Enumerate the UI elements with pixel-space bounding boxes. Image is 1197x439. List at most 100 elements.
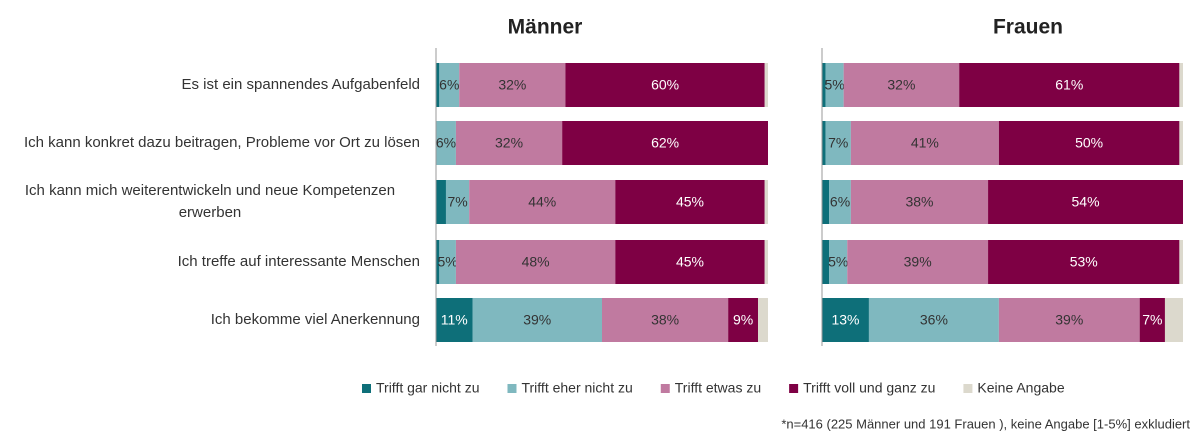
value-label: 44% <box>528 194 556 210</box>
bar-segment <box>1179 240 1183 284</box>
legend-label: Keine Angabe <box>977 380 1064 396</box>
bar-segment <box>822 63 826 107</box>
bar-segment <box>998 298 1140 342</box>
bar-segment <box>988 180 1183 224</box>
bar-segment <box>829 240 848 284</box>
value-label: 5% <box>825 77 845 93</box>
category-label-box: Es ist ein spannendes Aufgabenfeld <box>0 60 420 110</box>
bar-segment <box>764 240 768 284</box>
value-label: 61% <box>1055 77 1083 93</box>
bar-segment <box>565 63 765 107</box>
value-label: 7% <box>447 194 467 210</box>
bar-segment <box>988 240 1180 284</box>
bar-segment <box>615 240 765 284</box>
value-label: 6% <box>436 135 456 151</box>
legend-label: Trifft eher nicht zu <box>521 380 632 396</box>
value-label: 60% <box>651 77 679 93</box>
bar-segment <box>562 121 768 165</box>
value-label: 38% <box>651 312 679 328</box>
bar-segment <box>436 298 473 342</box>
category-label-box: Ich kann konkret dazu beitragen, Problem… <box>0 118 420 168</box>
value-label: 13% <box>831 312 859 328</box>
category-label: Es ist ein spannendes Aufgabenfeld <box>181 76 420 93</box>
bar-segment <box>439 240 456 284</box>
bar-segment <box>764 63 768 107</box>
value-label: 48% <box>522 254 550 270</box>
bar-segment <box>843 63 960 107</box>
bar-segment <box>1139 298 1165 342</box>
legend-swatch <box>789 384 799 393</box>
bar-segment <box>868 298 999 342</box>
value-label: 62% <box>651 135 679 151</box>
value-label: 54% <box>1072 194 1100 210</box>
value-label: 5% <box>438 254 458 270</box>
legend-swatch <box>660 384 670 393</box>
value-label: 41% <box>911 135 939 151</box>
bar-segment <box>758 298 768 342</box>
bar-segment <box>825 63 844 107</box>
category-label-box: Ich bekomme viel Anerkennung <box>0 295 420 345</box>
bar-segment <box>825 121 851 165</box>
value-label: 6% <box>439 77 459 93</box>
bar-segment <box>1164 298 1183 342</box>
bar-segment <box>998 121 1180 165</box>
category-label: Ich bekomme viel Anerkennung <box>210 311 420 328</box>
bar-segment <box>455 121 563 165</box>
bar-segment <box>455 240 616 284</box>
bar-segment <box>850 180 989 224</box>
footnote: *n=416 (225 Männer und 191 Frauen ), kei… <box>781 416 1190 431</box>
legend-label: Trifft gar nicht zu <box>376 380 479 396</box>
bar-segment <box>459 63 566 107</box>
category-label: Ich kann mich weiterentwickeln und neue … <box>24 182 396 221</box>
bar-segment <box>1179 121 1183 165</box>
value-label: 6% <box>830 194 850 210</box>
value-label: 50% <box>1075 135 1103 151</box>
value-label: 38% <box>905 194 933 210</box>
bar-segment <box>445 180 470 224</box>
value-label: 32% <box>887 77 915 93</box>
value-label: 9% <box>733 312 753 328</box>
bar-segment <box>822 298 869 342</box>
value-label: 32% <box>498 77 526 93</box>
value-label: 7% <box>1142 312 1162 328</box>
value-label: 53% <box>1070 254 1098 270</box>
value-label: 32% <box>495 135 523 151</box>
bar-segment <box>1179 63 1183 107</box>
value-label: 39% <box>523 312 551 328</box>
bar-segment <box>822 240 830 284</box>
bar-segment <box>615 180 765 224</box>
value-label: 7% <box>828 135 848 151</box>
bar-segment <box>469 180 616 224</box>
value-label: 39% <box>1055 312 1083 328</box>
bar-segment <box>764 180 768 224</box>
bar-segment <box>602 298 729 342</box>
panel-title: Männer <box>508 16 583 39</box>
legend-swatch <box>963 384 973 393</box>
legend-label: Trifft voll und ganz zu <box>803 380 935 396</box>
category-label: Ich treffe auf interessante Menschen <box>177 253 420 270</box>
bar-segment <box>822 180 830 224</box>
category-label: Ich kann konkret dazu beitragen, Problem… <box>23 134 420 151</box>
bar-segment <box>436 240 440 284</box>
bar-segment <box>436 180 446 224</box>
value-label: 11% <box>441 312 468 328</box>
category-label-box: Ich treffe auf interessante Menschen <box>0 237 420 287</box>
category-label-box: Ich kann mich weiterentwickeln und neue … <box>0 177 420 227</box>
bar-segment <box>436 63 440 107</box>
legend-label: Trifft etwas zu <box>675 380 761 396</box>
bar-segment <box>829 180 851 224</box>
bar-segment <box>822 121 826 165</box>
bar-segment <box>847 240 989 284</box>
bar-segment <box>439 63 460 107</box>
value-label: 36% <box>920 312 948 328</box>
value-label: 39% <box>904 254 932 270</box>
value-label: 45% <box>676 254 704 270</box>
bar-segment <box>728 298 759 342</box>
bar-segment <box>959 63 1180 107</box>
legend-swatch <box>362 384 371 393</box>
value-label: 5% <box>828 254 848 270</box>
bar-segment <box>850 121 999 165</box>
bar-segment <box>436 121 456 165</box>
